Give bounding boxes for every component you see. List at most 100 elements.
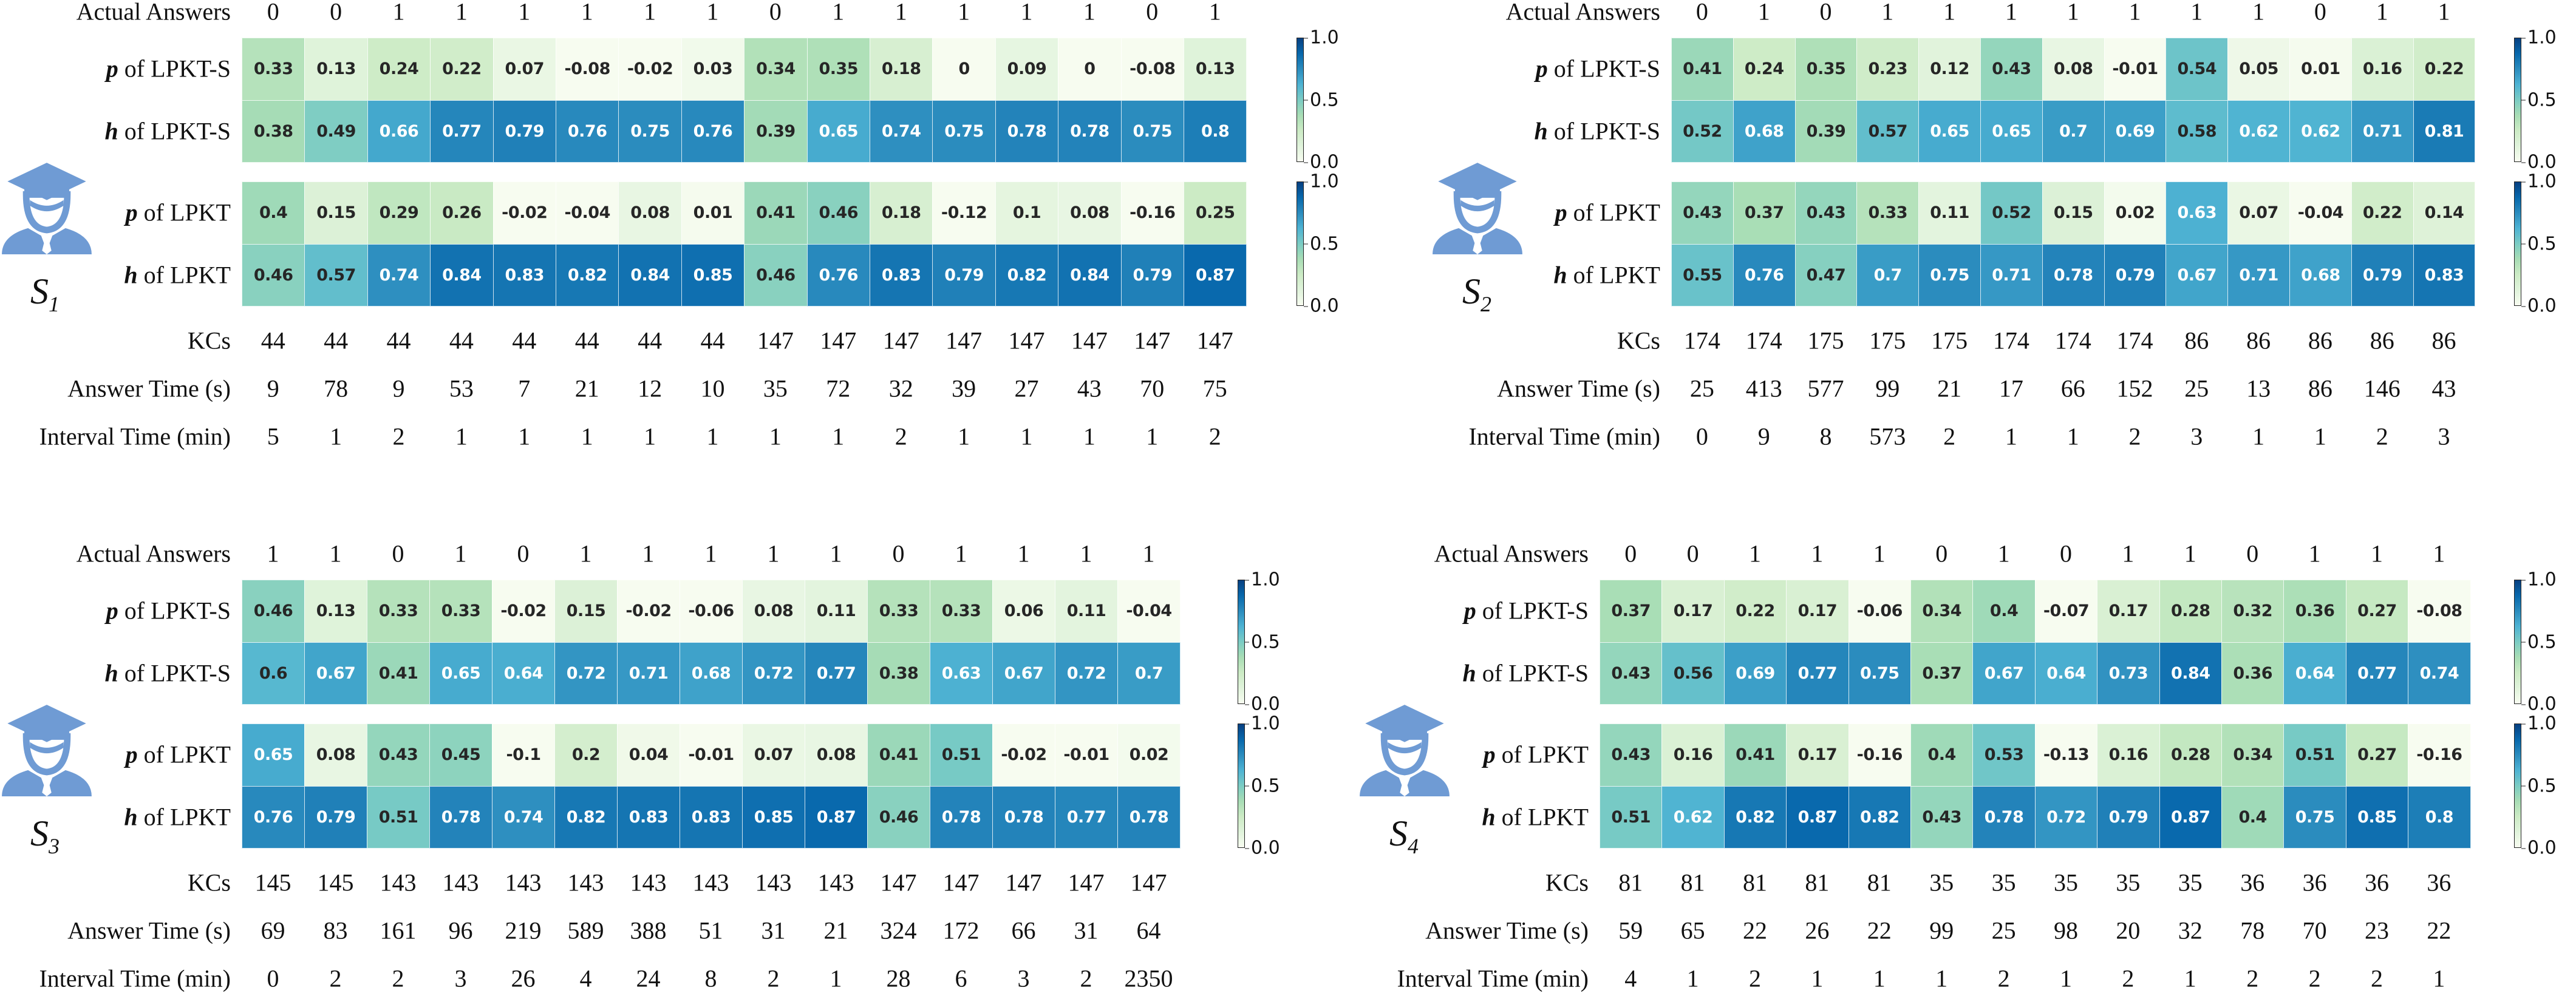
- value-answer-time: 32: [2178, 917, 2203, 944]
- value-kcs: 36: [2240, 869, 2265, 896]
- value-answer-time: 78: [324, 374, 349, 402]
- heatmap-cell-p-lpkts: 0.01: [2289, 38, 2352, 101]
- value-interval-time: 1: [832, 422, 845, 450]
- value-interval-time: 3: [1017, 964, 1030, 992]
- heatmap-cell-p-lpkt: 0.41: [867, 724, 930, 787]
- heatmap-cell-h-lpkts: 0.8: [1184, 100, 1247, 163]
- row-label-variable: p: [1555, 198, 1567, 226]
- value-interval-time: 3: [454, 964, 467, 992]
- value-answer-time: 27: [1014, 374, 1039, 402]
- heatmap-cell-p-lpkts: 0.06: [992, 580, 1055, 643]
- value-kcs: 175: [1807, 327, 1844, 354]
- heatmap-cell-p-lpkt: 0.16: [2097, 724, 2160, 787]
- value-interval-time: 2: [767, 964, 780, 992]
- value-interval-time: 2: [1749, 964, 1761, 992]
- heatmap-cell-h-lpkt: 0.7: [1856, 243, 1920, 307]
- value-kcs: 174: [1683, 327, 1720, 354]
- heatmap-cell-h-lpkts: 0.69: [2104, 100, 2167, 163]
- value-kcs: 35: [2178, 869, 2203, 896]
- heatmap-cell-p-lpkt: 0.27: [2345, 724, 2409, 787]
- value-answer-time: 21: [823, 917, 848, 944]
- value-answers: 1: [1142, 540, 1155, 568]
- row-label-text: of LPKT-S: [1476, 597, 1589, 625]
- heatmap-cell-h-lpkt: 0.82: [1848, 785, 1911, 849]
- heatmap-cell-p-lpkt: 0.51: [2283, 724, 2346, 787]
- student-label: S4: [1389, 813, 1419, 859]
- value-answer-time: 172: [942, 917, 980, 944]
- row-label-answers: Actual Answers: [76, 0, 231, 25]
- value-interval-time: 9: [1757, 422, 1770, 450]
- heatmap-cell-h-lpkts: 0.66: [367, 100, 431, 163]
- value-answers: 1: [2190, 0, 2203, 25]
- value-kcs: 81: [1680, 869, 1705, 896]
- value-answers: 1: [832, 0, 845, 25]
- heatmap-cell-p-lpkt: 0.14: [2413, 181, 2476, 245]
- value-kcs: 143: [817, 869, 854, 896]
- heatmap-cell-p-lpkts: 0.35: [1794, 38, 1858, 101]
- heatmap-cell-h-lpkt: 0.76: [242, 785, 305, 849]
- heatmap-cell-h-lpkt: 0.83: [870, 243, 933, 307]
- row-label-text: of LPKT: [137, 803, 231, 831]
- heatmap-cell-h-lpkts: 0.62: [2289, 100, 2352, 163]
- heatmap-cell-h-lpkt: 0.78: [930, 785, 993, 849]
- heatmap-cell-p-lpkt: -0.04: [556, 181, 619, 245]
- value-answer-time: 31: [1074, 917, 1099, 944]
- value-answer-time: 146: [2363, 374, 2401, 402]
- heatmap-cell-p-lpkt: 0.43: [1600, 724, 1663, 787]
- heatmap-cell-p-lpkts: 0.22: [1723, 580, 1787, 643]
- row-label-answers: Actual Answers: [1505, 0, 1660, 25]
- value-interval-time: 1: [2252, 422, 2265, 450]
- heatmap-cell-h-lpkt: 0.83: [492, 243, 556, 307]
- heatmap-cell-h-lpkts: 0.7: [1117, 642, 1181, 705]
- heatmap-cell-h-lpkt: 0.79: [2351, 243, 2414, 307]
- colorbar-tick-label: 0.0: [2521, 295, 2557, 317]
- value-kcs: 35: [2054, 869, 2078, 896]
- heatmap-cell-p-lpkt: -0.1: [492, 724, 555, 787]
- colorbar: [2514, 181, 2521, 306]
- student-index: 2: [1481, 292, 1491, 316]
- heatmap-cell-h-lpkts: 0.79: [492, 100, 556, 163]
- heatmap-cell-p-lpkt: 0.53: [1972, 724, 2036, 787]
- value-kcs: 44: [261, 327, 285, 354]
- heatmap-cell-p-lpkt: -0.01: [1055, 724, 1118, 787]
- student-index: 4: [1408, 834, 1419, 858]
- colorbar-tick-label: 1.0: [2521, 171, 2557, 192]
- heatmap-cell-h-lpkt: 0.82: [1723, 785, 1787, 849]
- value-kcs: 147: [946, 327, 983, 354]
- heatmap-cell-p-lpkts: 0.27: [2345, 580, 2409, 643]
- heatmap-cell-h-lpkts: 0.36: [2221, 642, 2285, 705]
- heatmap-cell-p-lpkts: 0.13: [304, 580, 367, 643]
- heatmap-cell-p-lpkts: -0.02: [617, 580, 680, 643]
- value-interval-time: 2: [329, 964, 342, 992]
- value-answers: 1: [767, 540, 780, 568]
- heatmap-cell-h-lpkts: 0.64: [2034, 642, 2098, 705]
- value-answer-time: 65: [1680, 917, 1705, 944]
- row-label-text: of LPKT: [1567, 261, 1660, 289]
- value-answer-time: 589: [567, 917, 604, 944]
- heatmap-cell-h-lpkt: 0.84: [1058, 243, 1122, 307]
- heatmap-cell-p-lpkts: 0.24: [367, 38, 431, 101]
- heatmap-cell-h-lpkt: 0.46: [867, 785, 930, 849]
- heatmap-cell-h-lpkts: 0.49: [304, 100, 368, 163]
- student-icon: [0, 161, 94, 254]
- row-label-text: of LPKT-S: [118, 659, 231, 687]
- heatmap-cell-p-lpkts: 0: [932, 38, 996, 101]
- value-interval-time: 2: [2246, 964, 2259, 992]
- value-answer-time: 21: [1937, 374, 1962, 402]
- heatmap-cell-p-lpkts: -0.04: [1117, 580, 1181, 643]
- row-label-text: of LPKT-S: [118, 597, 231, 625]
- student-label: S1: [30, 271, 60, 317]
- value-answer-time: 66: [1011, 917, 1036, 944]
- heatmap-cell-p-lpkt: 0.02: [2104, 181, 2167, 245]
- heatmap-cell-h-lpkt: 0.8: [2408, 785, 2471, 849]
- value-answer-time: 43: [1077, 374, 1102, 402]
- heatmap-cell-p-lpkts: 0.34: [1910, 580, 1974, 643]
- heatmap-cell-h-lpkt: 0.84: [430, 243, 494, 307]
- heatmap-cell-h-lpkt: 0.43: [1910, 785, 1974, 849]
- heatmap-cell-p-lpkts: 0.37: [1600, 580, 1663, 643]
- value-interval-time: 2: [1943, 422, 1956, 450]
- value-kcs: 35: [1991, 869, 2016, 896]
- value-kcs: 44: [700, 327, 725, 354]
- row-label-variable: p: [106, 55, 118, 83]
- heatmap-cell-p-lpkt: -0.16: [1848, 724, 1911, 787]
